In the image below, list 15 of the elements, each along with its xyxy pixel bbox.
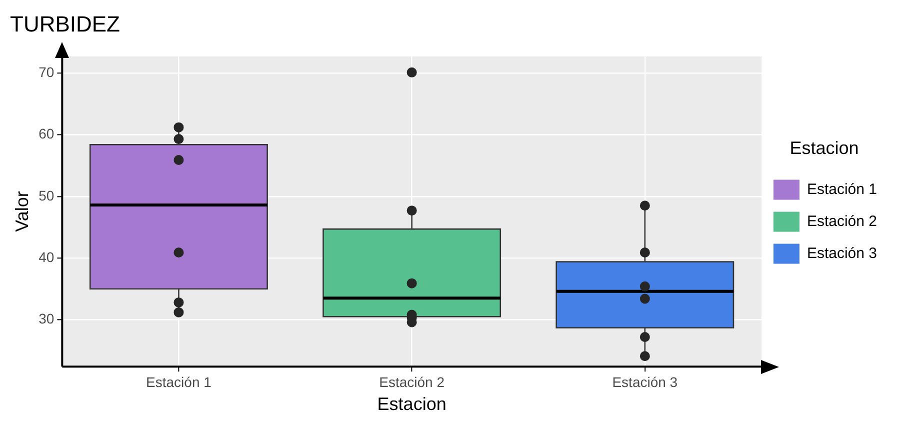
y-tick-label: 50 <box>38 187 54 204</box>
x-tick-label: Estación 3 <box>612 374 678 390</box>
y-tick-label: 40 <box>38 248 54 265</box>
legend-label: Estación 1 <box>806 180 878 198</box>
x-tick-label: Estación 2 <box>379 374 445 390</box>
legend-label: Estación 2 <box>806 212 878 230</box>
y-tick-label: 60 <box>38 126 54 142</box>
y-tick-label: 70 <box>38 64 54 80</box>
legend-label: Estación 3 <box>806 244 878 262</box>
chart-title: TURBIDEZ <box>10 11 120 36</box>
x-axis-title: Estacion <box>377 394 446 414</box>
legend-title: Estacion <box>790 138 859 158</box>
x-tick-label: Estación 1 <box>146 374 212 390</box>
y-tick-label: 30 <box>38 310 54 327</box>
y-axis-title: Valor <box>12 191 32 232</box>
